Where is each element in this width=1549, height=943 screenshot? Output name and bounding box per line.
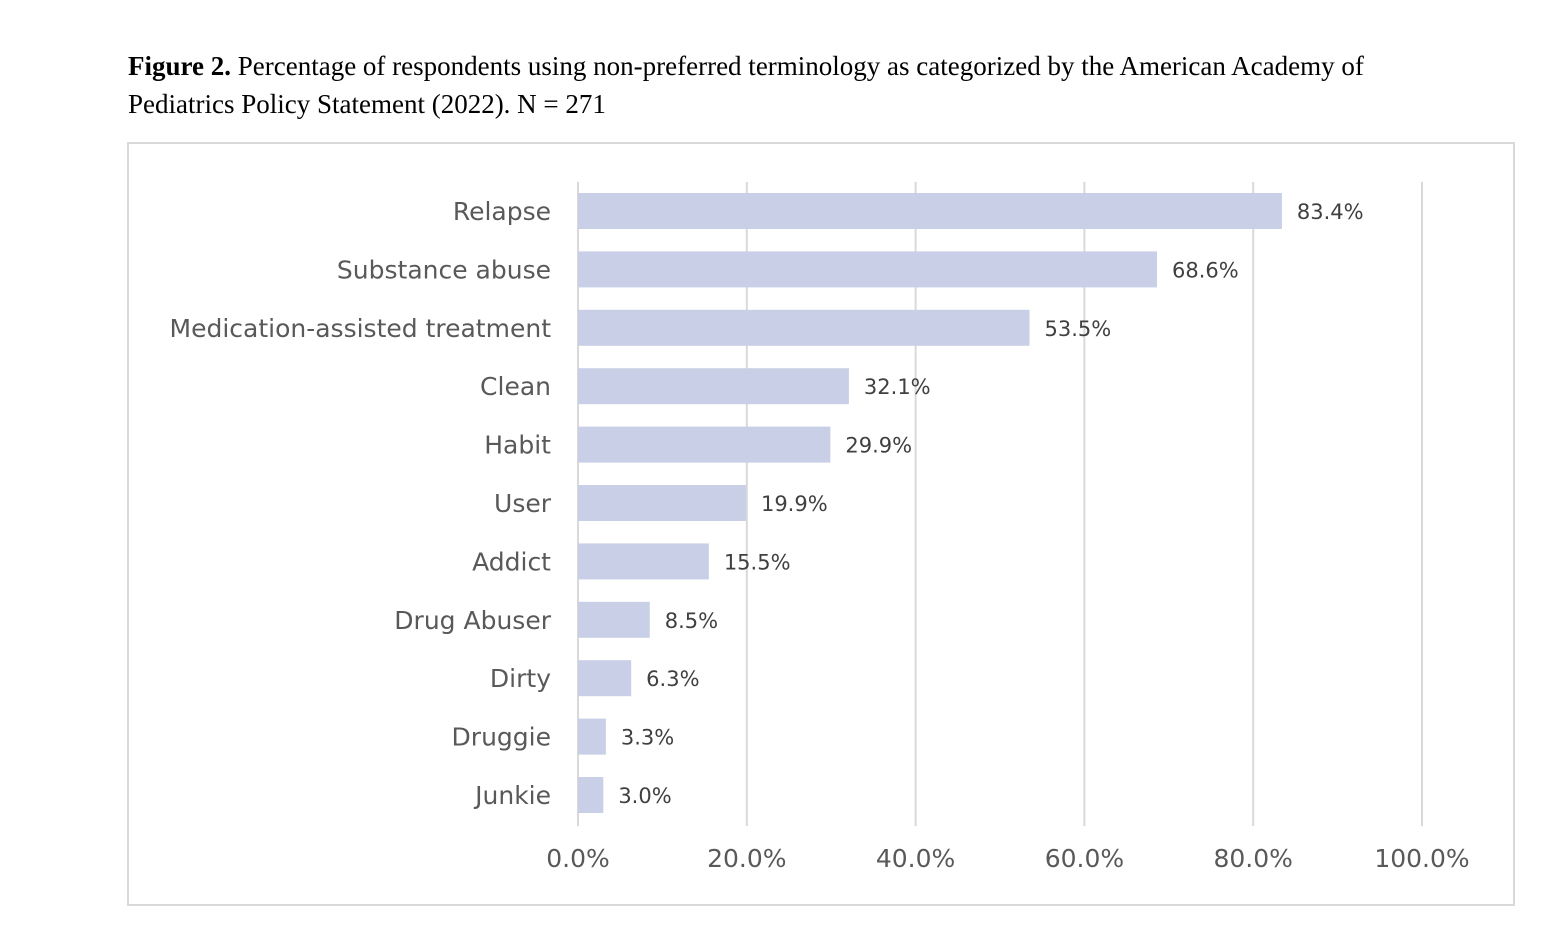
data-label: 3.3%: [621, 726, 674, 750]
data-label: 3.0%: [618, 784, 671, 808]
category-label: Medication-assisted treatment: [170, 314, 552, 343]
category-label: Substance abuse: [337, 255, 551, 284]
x-tick-label: 80.0%: [1213, 844, 1292, 873]
category-label: Habit: [484, 431, 551, 460]
data-label: 68.6%: [1172, 258, 1239, 282]
x-tick-label: 20.0%: [707, 844, 786, 873]
data-label: 32.1%: [864, 375, 931, 399]
bar: [578, 543, 709, 580]
category-label: Addict: [472, 547, 551, 576]
bar: [578, 426, 831, 463]
category-label: Druggie: [452, 723, 551, 752]
data-label: 19.9%: [761, 492, 828, 516]
category-label: Clean: [480, 372, 551, 401]
category-label: Drug Abuser: [394, 606, 551, 635]
bar: [578, 309, 1030, 346]
chart-frame: [127, 142, 1515, 906]
bar: [578, 718, 606, 755]
bar: [578, 368, 849, 405]
bar: [578, 251, 1157, 288]
data-label: 15.5%: [724, 550, 791, 574]
x-tick-label: 0.0%: [546, 844, 610, 873]
data-label: 29.9%: [845, 434, 912, 458]
bar: [578, 660, 632, 697]
bar: [578, 601, 650, 638]
x-tick-label: 60.0%: [1045, 844, 1124, 873]
x-tick-label: 40.0%: [876, 844, 955, 873]
data-label: 8.5%: [665, 609, 718, 633]
category-label: User: [494, 489, 552, 518]
bar: [578, 777, 604, 813]
data-label: 6.3%: [646, 667, 699, 691]
figure-caption-text: Percentage of respondents using non-pref…: [128, 51, 1364, 119]
bar: [578, 193, 1282, 229]
category-label: Junkie: [473, 781, 551, 810]
figure-label: Figure 2.: [128, 51, 231, 81]
bar: [578, 485, 746, 521]
figure-caption: Figure 2. Percentage of respondents usin…: [128, 47, 1428, 123]
category-label: Dirty: [490, 664, 551, 693]
data-label: 83.4%: [1297, 200, 1364, 224]
data-label: 53.5%: [1045, 317, 1112, 341]
category-label: Relapse: [453, 197, 551, 226]
x-tick-label: 100.0%: [1374, 844, 1469, 873]
